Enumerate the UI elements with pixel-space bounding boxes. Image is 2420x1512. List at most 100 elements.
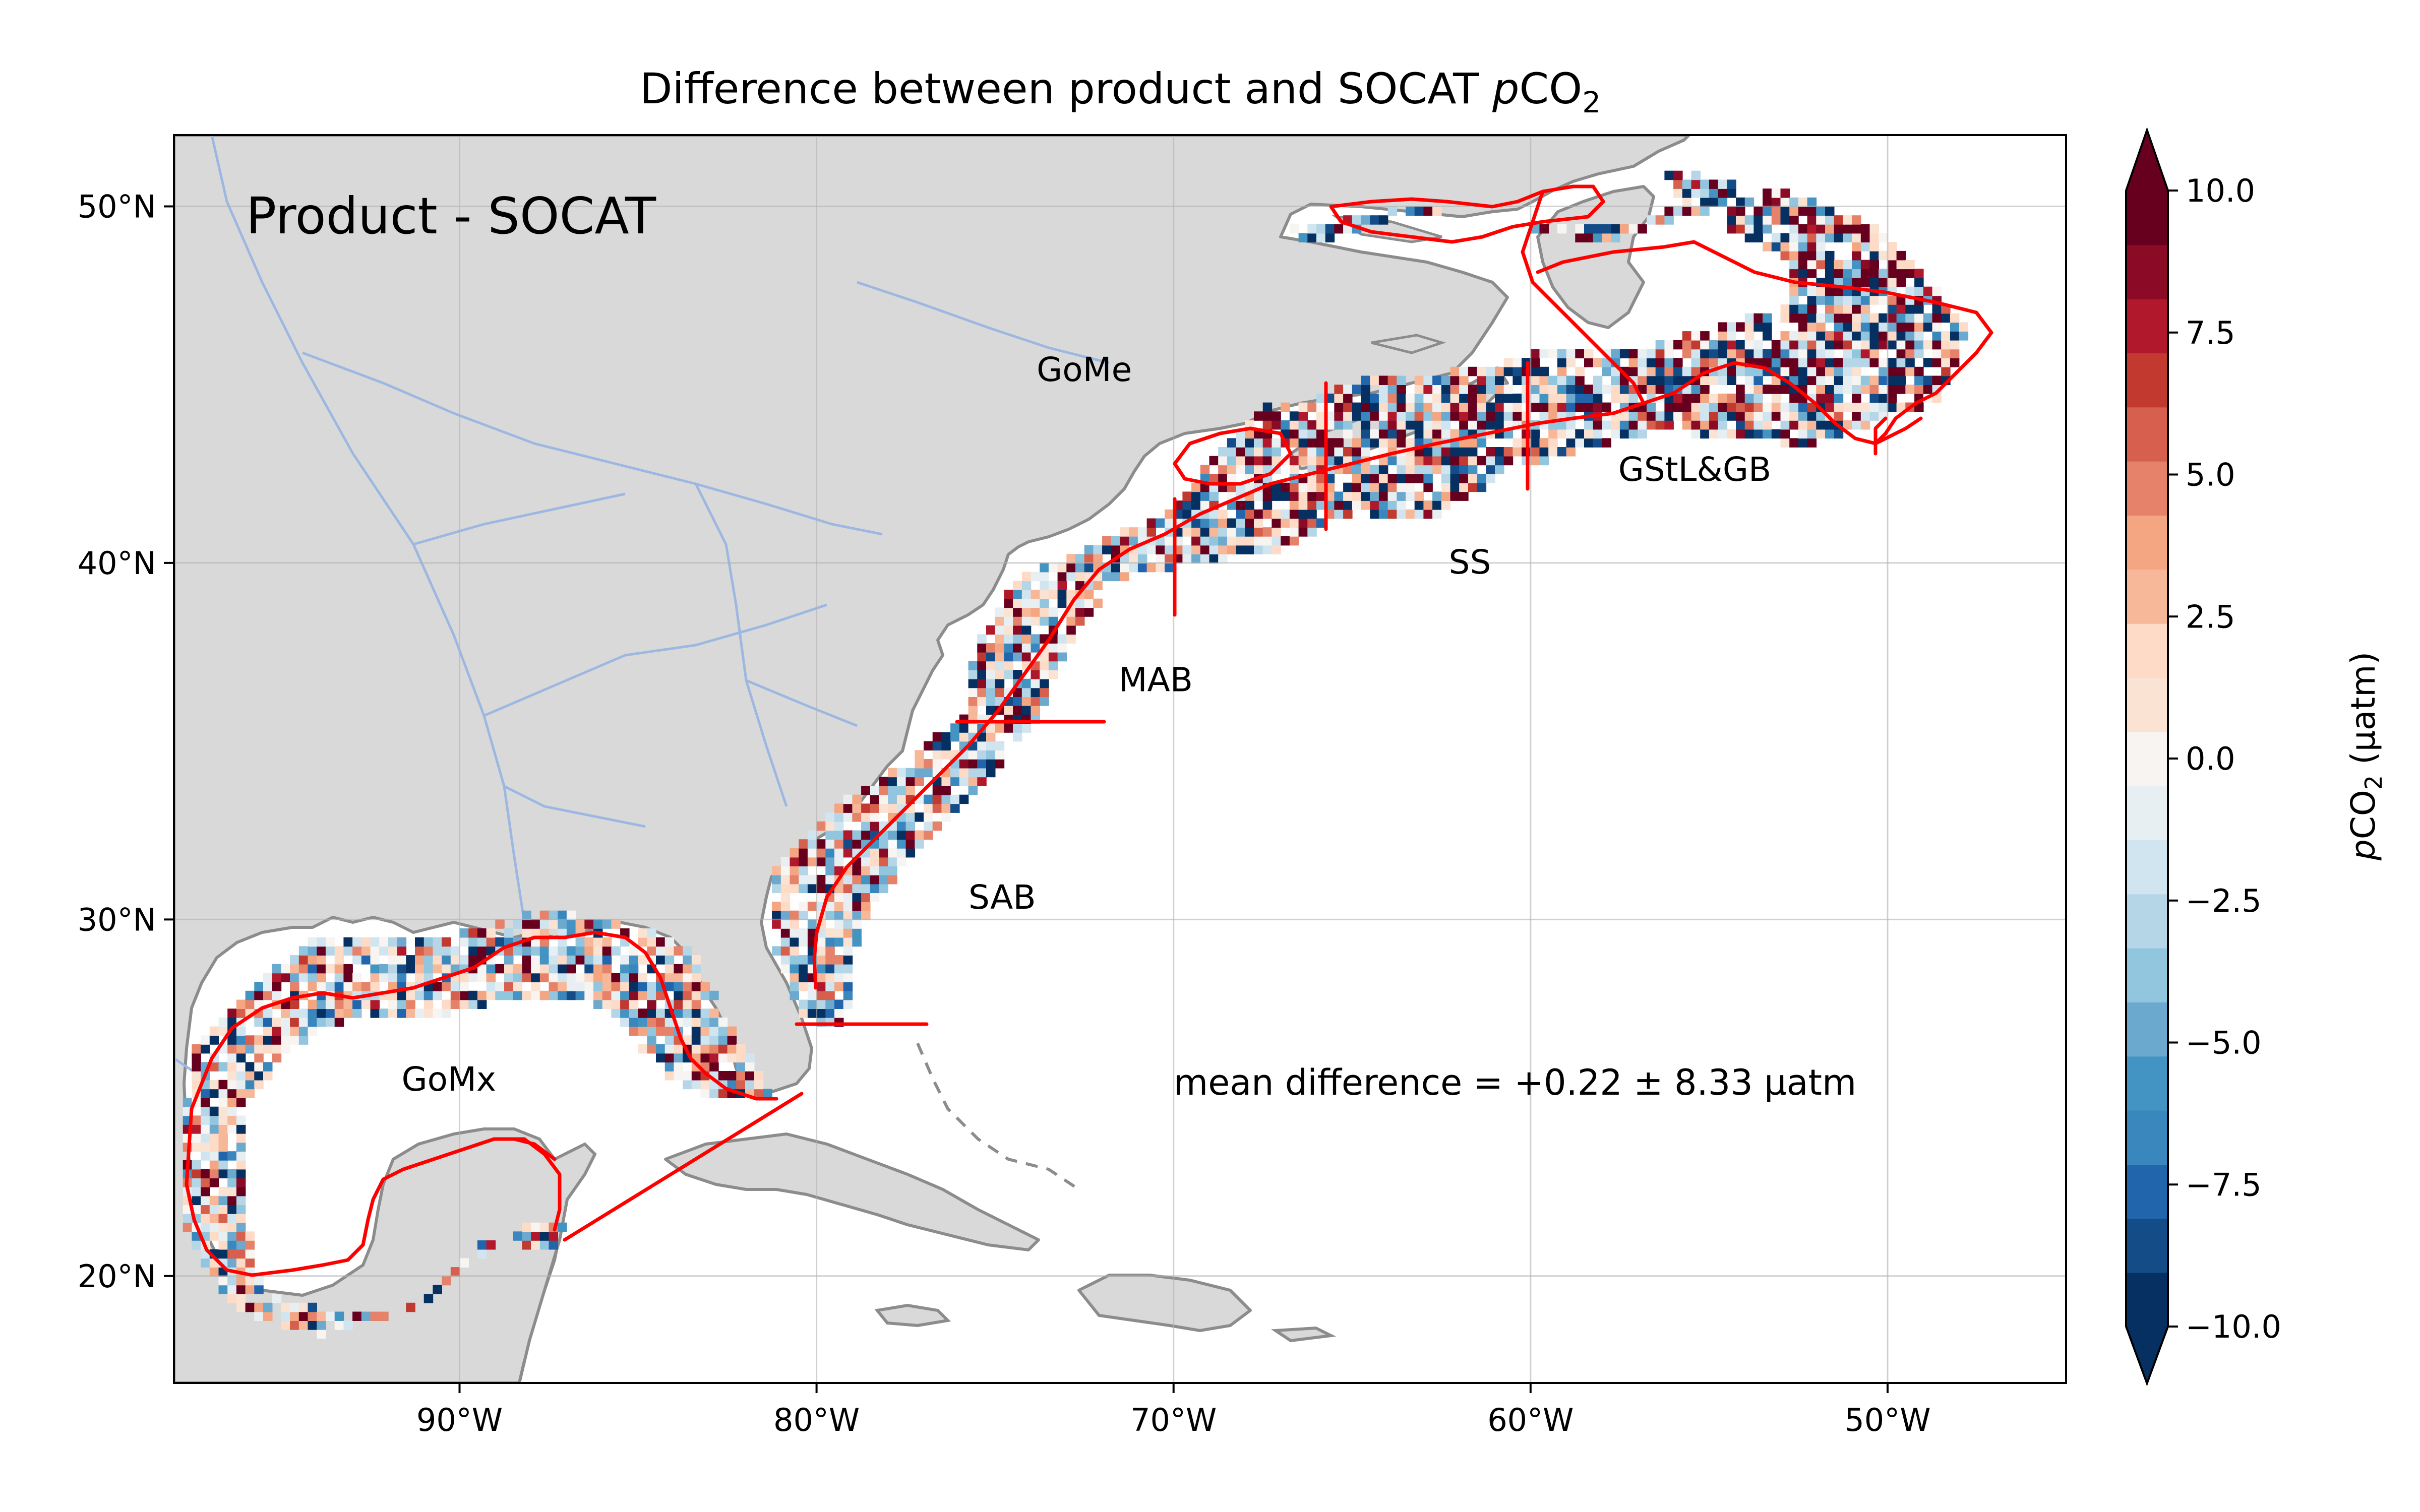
- heatmap-cell: [1771, 242, 1781, 251]
- heatmap-cell: [1879, 340, 1888, 350]
- heatmap-cell: [1209, 536, 1219, 546]
- colorbar-segment: [2126, 407, 2168, 462]
- heatmap-cell: [602, 973, 612, 982]
- heatmap-cell: [772, 874, 781, 885]
- heatmap-cell: [272, 990, 282, 1000]
- heatmap-cell: [1512, 393, 1522, 403]
- heatmap-cell: [1057, 634, 1067, 644]
- heatmap-cell: [1655, 215, 1665, 225]
- heatmap-cell: [388, 973, 398, 982]
- colorbar-segment: [2126, 461, 2168, 516]
- heatmap-cell: [1807, 420, 1817, 430]
- heatmap-cell: [1879, 269, 1888, 278]
- heatmap-cell: [227, 1115, 237, 1125]
- heatmap-cell: [1013, 723, 1022, 733]
- heatmap-cell: [1816, 206, 1826, 216]
- heatmap-cell: [834, 893, 844, 902]
- heatmap-cell: [1584, 385, 1594, 394]
- heatmap-cell: [236, 1205, 246, 1214]
- heatmap-cell: [1816, 242, 1826, 251]
- heatmap-cell: [1852, 269, 1861, 278]
- heatmap-cell: [843, 955, 853, 965]
- heatmap-cell: [370, 1009, 380, 1018]
- heatmap-cell: [558, 937, 567, 947]
- heatmap-cell: [718, 1071, 728, 1081]
- heatmap-cell: [807, 857, 817, 866]
- heatmap-cell: [986, 670, 996, 679]
- heatmap-cell: [816, 893, 826, 902]
- heatmap-cell: [201, 1214, 210, 1223]
- heatmap-cell: [1272, 545, 1281, 554]
- heatmap-cell: [218, 1089, 228, 1098]
- heatmap-cell: [370, 946, 380, 956]
- heatmap-cell: [531, 990, 540, 1000]
- heatmap-cell: [888, 786, 897, 795]
- heatmap-cell: [227, 1214, 237, 1223]
- heatmap-cell: [522, 919, 531, 929]
- heatmap-cell: [629, 990, 639, 1000]
- heatmap-cell: [1423, 474, 1433, 483]
- heatmap-cell: [298, 964, 309, 974]
- heatmap-cell: [361, 1311, 371, 1321]
- heatmap-cell: [1432, 206, 1442, 216]
- heatmap-cell: [397, 955, 407, 965]
- heatmap-cell: [1539, 456, 1549, 466]
- heatmap-cell: [1914, 304, 1924, 314]
- heatmap-cell: [1682, 402, 1692, 412]
- y-tick-label: 20°N: [78, 1258, 156, 1295]
- heatmap-cell: [1414, 420, 1424, 430]
- colorbar-segment: [2126, 677, 2168, 732]
- heatmap-cell: [1763, 402, 1772, 412]
- heatmap-cell: [807, 919, 817, 929]
- heatmap-cell: [504, 990, 514, 1000]
- heatmap-cell: [1450, 402, 1460, 412]
- heatmap-cell: [549, 919, 558, 929]
- heatmap-cell: [1245, 482, 1254, 492]
- heatmap-cell: [513, 1231, 523, 1241]
- heatmap-cell: [1459, 393, 1469, 403]
- heatmap-cell: [1316, 491, 1326, 501]
- heatmap-cell: [245, 1258, 255, 1268]
- heatmap-cell: [209, 1026, 219, 1036]
- heatmap-cell: [1718, 179, 1728, 189]
- heatmap-cell: [1647, 366, 1656, 376]
- heatmap-cell: [1647, 402, 1656, 412]
- heatmap-cell: [1495, 385, 1504, 394]
- heatmap-cell: [1655, 340, 1665, 350]
- heatmap-cell: [370, 973, 380, 982]
- heatmap-cell: [1165, 545, 1174, 554]
- heatmap-cell: [1789, 438, 1799, 448]
- heatmap-cell: [736, 1062, 746, 1072]
- heatmap-cell: [1048, 616, 1058, 626]
- heatmap-cell: [1798, 286, 1808, 296]
- heatmap-cell: [201, 1222, 210, 1232]
- heatmap-cell: [290, 1035, 299, 1045]
- heatmap-cell: [1628, 358, 1639, 367]
- heatmap-cell: [1245, 456, 1254, 466]
- heatmap-cell: [1441, 482, 1451, 492]
- heatmap-cell: [192, 1071, 201, 1081]
- heatmap-cell: [816, 973, 826, 982]
- heatmap-cell: [1843, 260, 1852, 270]
- heatmap-cell: [1040, 598, 1049, 608]
- heatmap-cell: [1914, 385, 1924, 394]
- heatmap-cell: [1423, 206, 1433, 216]
- heatmap-cell: [1566, 358, 1576, 367]
- heatmap-cell: [1013, 625, 1022, 635]
- heatmap-cell: [780, 910, 791, 920]
- heatmap-cell: [227, 1222, 237, 1232]
- heatmap-cell: [334, 955, 344, 965]
- heatmap-cell: [1709, 375, 1719, 385]
- heatmap-cell: [218, 1195, 228, 1206]
- heatmap-cell: [1566, 375, 1576, 385]
- heatmap-cell: [236, 1071, 246, 1081]
- heatmap-cell: [709, 1044, 719, 1054]
- heatmap-cell: [843, 999, 853, 1009]
- bahamas: [916, 1042, 1080, 1191]
- heatmap-cell: [1789, 411, 1799, 421]
- heatmap-cell: [549, 964, 558, 974]
- heatmap-cell: [1932, 304, 1942, 314]
- heatmap-cell: [870, 866, 880, 875]
- heatmap-cell: [1209, 554, 1219, 563]
- heatmap-cell: [807, 830, 817, 840]
